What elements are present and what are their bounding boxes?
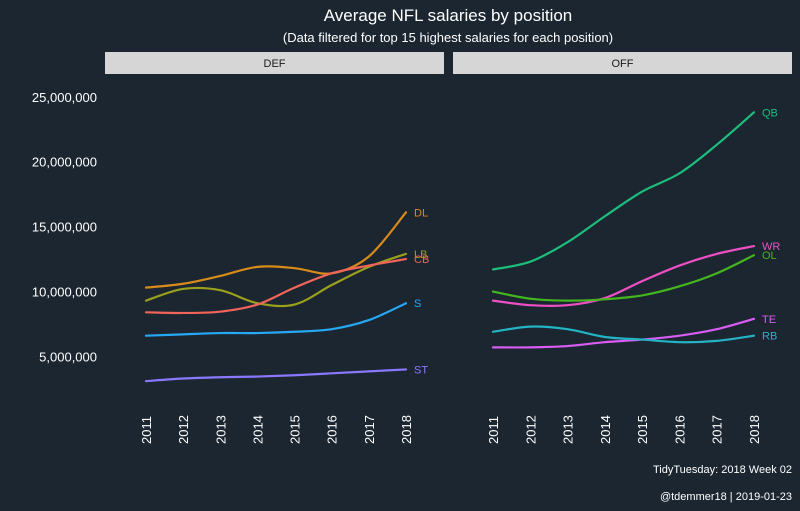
series-label-s: S	[414, 298, 421, 310]
y-tick-label: 5,000,000	[39, 349, 97, 364]
series-label-dl: DL	[414, 207, 428, 219]
series-label-st: ST	[414, 364, 428, 376]
series-line-st	[144, 368, 408, 383]
series-line-lb	[144, 252, 408, 308]
chart-subtitle: (Data filtered for top 15 highest salari…	[283, 30, 613, 45]
caption-line-2: @tdemmer18 | 2019-01-23	[660, 491, 792, 503]
facet-strip-label-off: OFF	[612, 58, 634, 70]
caption-line-1: TidyTuesday: 2018 Week 02	[653, 464, 792, 476]
x-tick-label: 2012	[176, 415, 191, 444]
series-label-lb: LB	[414, 249, 427, 261]
x-tick-label: 2011	[486, 416, 501, 444]
x-tick-label: 2013	[561, 415, 576, 444]
series-line-rb	[491, 325, 756, 344]
x-tick-label: 2011	[139, 416, 154, 444]
series-line-cb	[144, 257, 408, 315]
series-label-rb: RB	[762, 331, 777, 343]
x-tick-label: 2018	[747, 415, 762, 444]
x-tick-label: 2017	[362, 415, 377, 444]
x-tick-label: 2016	[325, 415, 340, 444]
series-line-te	[491, 317, 756, 349]
series-label-ol: OL	[762, 250, 777, 262]
series-label-te: TE	[762, 314, 776, 326]
x-tick-label: 2012	[523, 415, 538, 444]
facet-strip-def	[105, 52, 444, 74]
y-tick-label: 25,000,000	[32, 90, 97, 105]
x-tick-label: 2014	[598, 415, 613, 444]
x-tick-label: 2013	[213, 415, 228, 444]
facet-strip-label-def: DEF	[264, 58, 286, 70]
y-tick-label: 10,000,000	[32, 285, 97, 300]
series-line-s	[144, 302, 408, 337]
series-line-ol	[491, 254, 756, 302]
series-label-cb: CB	[414, 254, 429, 266]
series-label-wr: WR	[762, 241, 780, 253]
facet-strip-off	[453, 52, 792, 74]
x-tick-label: 2015	[635, 415, 650, 444]
x-tick-label: 2016	[672, 415, 687, 444]
x-tick-label: 2014	[250, 415, 265, 444]
x-tick-label: 2018	[399, 415, 414, 444]
series-line-qb	[491, 111, 756, 271]
series-label-qb: QB	[762, 107, 778, 119]
x-tick-label: 2015	[288, 415, 303, 444]
series-line-dl	[144, 211, 408, 289]
y-tick-label: 15,000,000	[32, 220, 97, 235]
y-tick-label: 20,000,000	[32, 155, 97, 170]
series-line-wr	[491, 244, 756, 307]
x-tick-label: 2017	[710, 415, 725, 444]
chart-title: Average NFL salaries by position	[324, 6, 573, 25]
